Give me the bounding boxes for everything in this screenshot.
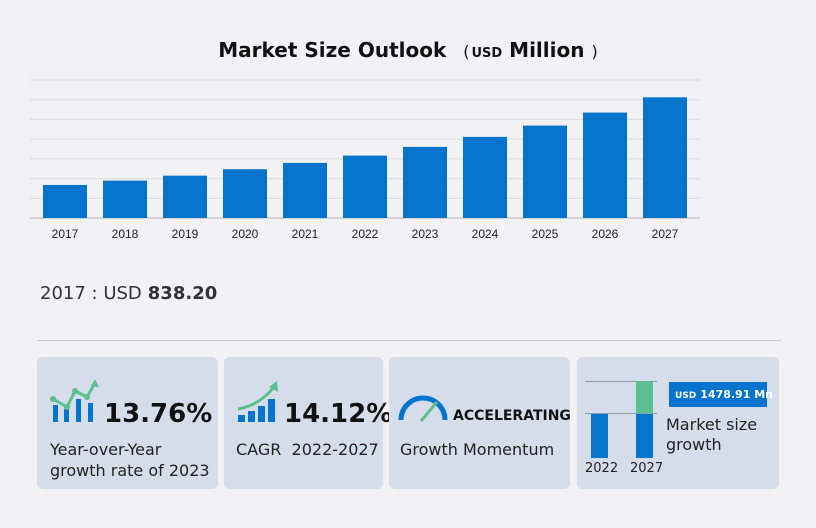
year-2027-label: 2027: [630, 461, 664, 476]
cagr-card: 14.12% CAGR 2022-2027: [224, 357, 392, 489]
title-paren-close: ): [591, 42, 598, 61]
bar-2020: [223, 169, 267, 218]
yoy-value: 13.76%: [104, 399, 213, 429]
bar-2019: [163, 175, 207, 218]
bar-2024: [463, 136, 507, 218]
bar-2017: [43, 184, 87, 218]
x-tick-label: 2021: [292, 227, 319, 241]
title-text: Market Size Outlook: [218, 38, 447, 62]
x-tick-label: 2018: [112, 227, 139, 241]
bar-2021: [283, 162, 327, 218]
x-tick-label: 2017: [52, 227, 79, 241]
cagr-label: CAGR 2022-2027: [236, 440, 379, 459]
badge-unit: USD: [675, 391, 697, 401]
bar-2023: [403, 146, 447, 218]
x-tick-label: 2026: [592, 227, 619, 241]
bar-line-growth-icon: [50, 379, 99, 422]
yoy-label-line2: growth rate of 2023: [50, 461, 210, 480]
growth-label-line1: Market size: [666, 415, 758, 434]
yoy-label-line1: Year-over-Year: [50, 440, 162, 459]
chart-title: Market Size Outlook (USD Million ): [0, 38, 816, 62]
x-tick-label: 2023: [412, 227, 439, 241]
bar-2022: [343, 155, 387, 218]
first-year-value: 2017 : USD 838.20: [40, 283, 217, 304]
x-tick-label: 2027: [652, 227, 679, 241]
title-unit-word: Million: [509, 38, 585, 62]
bar-2022: [591, 414, 608, 458]
x-tick-label: 2020: [232, 227, 259, 241]
x-tick-label: 2019: [172, 227, 199, 241]
growth-top-line: [585, 381, 657, 382]
x-tick-label: 2024: [472, 227, 499, 241]
momentum-value: ACCELERATING: [453, 408, 571, 424]
x-tick-label: 2022: [352, 227, 379, 241]
rising-bars-arrow-icon: [237, 381, 278, 422]
bar-2027-base: [636, 414, 653, 458]
bar-2025: [523, 125, 567, 218]
speedometer-icon: [398, 395, 448, 422]
divider: [37, 340, 781, 341]
title-paren-open: (: [463, 42, 470, 61]
yoy-card: 13.76% Year-over-Year growth rate of 202…: [37, 357, 218, 489]
growth-badge: USD 1478.91 Mn: [669, 382, 773, 407]
bar-2027-growth: [636, 381, 653, 413]
bar-2018: [103, 180, 147, 218]
market-growth-card: 2022 2027 USD 1478.91 Mn Market size grow…: [577, 357, 779, 489]
badge-value: 1478.91 Mn: [700, 388, 773, 401]
growth-base-line: [585, 413, 657, 414]
bar-chart: 2017 2018 2019 2020 2021 2022 2023 2024 2025 2026…: [30, 79, 700, 241]
highlight-value: 838.20: [147, 283, 218, 304]
highlight-label: 2017 : USD: [40, 283, 142, 304]
momentum-label: Growth Momentum: [400, 440, 555, 459]
growth-label-line2: growth: [666, 435, 722, 454]
momentum-card: ACCELERATING Growth Momentum: [389, 357, 571, 489]
title-unit: USD: [471, 46, 503, 61]
x-tick-label: 2025: [532, 227, 559, 241]
bar-2026: [583, 112, 627, 218]
bar-2027: [643, 97, 687, 218]
cagr-value: 14.12%: [284, 399, 393, 429]
year-2022-label: 2022: [585, 461, 619, 476]
